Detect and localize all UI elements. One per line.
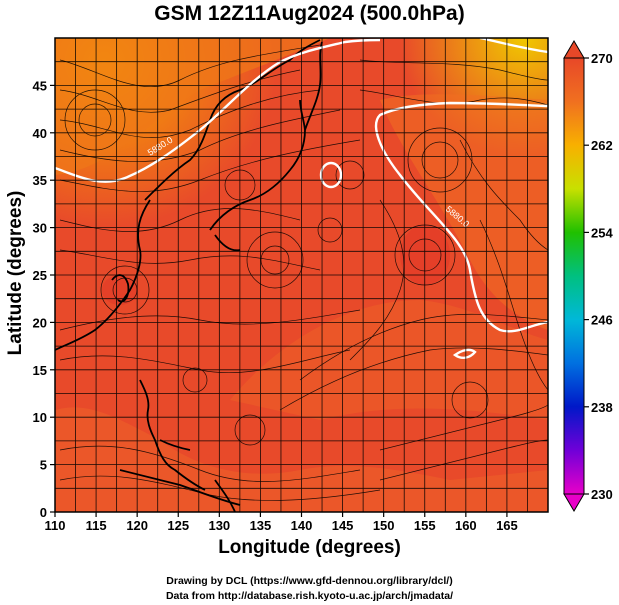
y-axis-label: Latitude (degrees): [5, 190, 26, 356]
colorbar: 230 238 246 254 262 270: [563, 40, 613, 512]
plot-title: GSM 12Z11Aug2024 (500.0hPa): [154, 2, 465, 25]
colorbar-tick-label: 246: [591, 313, 613, 328]
x-tick-label: 120: [126, 518, 148, 533]
x-axis-label: Longitude (degrees): [218, 537, 401, 558]
x-axis-ticks: 110 115 120 125 130 135 140 145 150 155 160 165: [45, 512, 518, 533]
colorbar-tick-label: 262: [591, 138, 613, 153]
y-tick-label: 25: [33, 268, 47, 283]
y-tick-label: 45: [33, 78, 47, 93]
colorbar-tick-label: 254: [591, 225, 613, 240]
colorbar-gradient: [563, 57, 585, 495]
y-tick-label: 15: [33, 363, 47, 378]
y-tick-label: 40: [33, 126, 47, 141]
y-tick-label: 20: [33, 315, 47, 330]
x-tick-label: 140: [291, 518, 313, 533]
x-tick-label: 115: [86, 518, 107, 533]
x-tick-label: 130: [208, 518, 230, 533]
colorbar-tick-label: 230: [591, 487, 613, 502]
x-tick-label: 110: [45, 518, 66, 533]
contour-5880: [55, 38, 548, 360]
y-tick-label: 0: [40, 505, 47, 520]
x-tick-label: 155: [414, 518, 436, 533]
x-tick-label: 160: [455, 518, 477, 533]
y-tick-label: 35: [33, 173, 47, 188]
y-tick-label: 30: [33, 221, 47, 236]
colorbar-bottom-arrow: [563, 493, 585, 512]
x-tick-label: 150: [373, 518, 395, 533]
x-tick-label: 135: [250, 518, 272, 533]
colorbar-tick-label: 238: [591, 400, 613, 415]
y-axis-ticks: 0 5 10 15 20 25 30 35 40 45: [33, 78, 55, 520]
y-tick-label: 10: [33, 410, 47, 425]
credit-data: Data from http://database.rish.kyoto-u.a…: [165, 590, 454, 602]
credit-drawing: Drawing by DCL (https://www.gfd-dennou.o…: [166, 575, 453, 587]
colorbar-tick-label: 270: [591, 51, 613, 66]
x-tick-label: 145: [332, 518, 354, 533]
x-tick-label: 125: [167, 518, 189, 533]
x-tick-label: 165: [496, 518, 518, 533]
colorbar-top-arrow: [563, 40, 585, 59]
grid: [55, 38, 548, 512]
y-tick-label: 5: [40, 458, 47, 473]
